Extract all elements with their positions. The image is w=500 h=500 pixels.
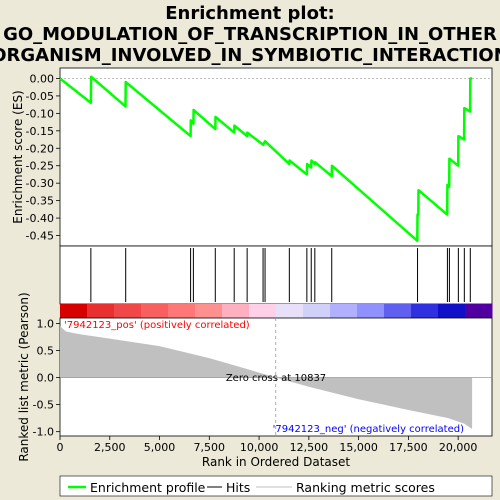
metric-ytick-label: 0.0 [37,372,55,385]
chart-title-line1: Enrichment plot: [165,3,335,24]
heatbar-segment [438,304,466,318]
zero-cross-label: Zero cross at 10837 [226,373,326,384]
xtick-label: 7,500 [194,441,226,454]
heatbar-segment [357,304,385,318]
chart-title-line3: ORGANISM_INVOLVED_IN_SYMBIOTIC_INTERACTI… [0,45,500,66]
es-ytick-label: -0.10 [26,107,54,120]
metric-y-axis: 1.0 0.5 0.0 -0.5 -1.0 [33,317,60,439]
metric-ytick-label: -1.0 [33,426,54,439]
neg-label: '7942123_neg' (negatively correlated) [273,424,464,435]
xtick-label: 0 [57,441,64,454]
legend: Enrichment profile Hits Ranking metric s… [59,475,493,497]
es-ytick-label: -0.45 [26,230,54,243]
heatbar-segment [141,304,169,318]
chart-title-line2: GO_MODULATION_OF_TRANSCRIPTION_IN_OTHER [3,24,497,45]
es-profile-line [59,75,473,243]
xtick-label: 2,500 [94,441,126,454]
es-ytick-label: -0.15 [26,125,54,138]
heatbar-segment [303,304,331,318]
heatbar-segment [222,304,250,318]
xtick-label: 17,500 [389,441,428,454]
es-ytick-label: -0.25 [26,160,54,173]
metric-layer [60,318,492,436]
heatbar-segment [168,304,196,318]
es-panel [59,67,493,247]
pos-label: '7942123_pos' (positively correlated) [64,320,250,331]
es-ytick-label: -0.30 [26,177,54,190]
es-ytick-label: -0.35 [26,195,54,208]
metric-ytick-label: -0.5 [33,399,54,412]
heatbar-segment [87,304,115,318]
ranked-heatbar [60,304,493,318]
xtick-label: 10,000 [240,441,279,454]
xtick-label: 5,000 [144,441,176,454]
heatbar-segment [114,304,142,318]
heatbar-segment [276,304,304,318]
heatbar-segment [60,304,88,318]
legend-box [59,475,493,497]
es-ytick-label: 0.00 [30,72,55,85]
xtick-label: 20,000 [439,441,478,454]
x-axis: 0 2,500 5,000 7,500 10,000 12,500 15,000 17,500… [57,436,478,454]
heatbar-segment [330,304,358,318]
es-ytick-label: -0.40 [26,212,54,225]
heatbar-segment [411,304,439,318]
es-y-axis: 0.00 -0.05 -0.10 -0.15 -0.20 -0.25 -0.30 -0.35 -… [26,72,60,243]
xtick-label: 15,000 [339,441,378,454]
es-ytick-label: -0.20 [26,142,54,155]
metric-ytick-label: 1.0 [37,317,55,330]
heatbar-segment [465,304,493,318]
metric-area [60,326,473,429]
legend-label-es: Enrichment profile [90,480,206,495]
heatbar-segment [249,304,277,318]
heatbar-segment [195,304,223,318]
legend-label-metric: Ranking metric scores [296,480,435,495]
heatbar-segment [384,304,412,318]
hits-layer [90,248,471,302]
es-layer [59,75,492,243]
metric-ytick-label: 0.5 [37,344,55,357]
es-y-label: Enrichment score (ES) [11,90,25,223]
xtick-label: 12,500 [290,441,329,454]
x-axis-label: Rank in Ordered Dataset [202,455,350,469]
es-ytick-label: -0.05 [26,90,54,103]
hits-panel [59,245,493,305]
legend-label-hits: Hits [226,480,250,495]
metric-y-label: Ranked list metric (Pearson) [17,292,31,461]
